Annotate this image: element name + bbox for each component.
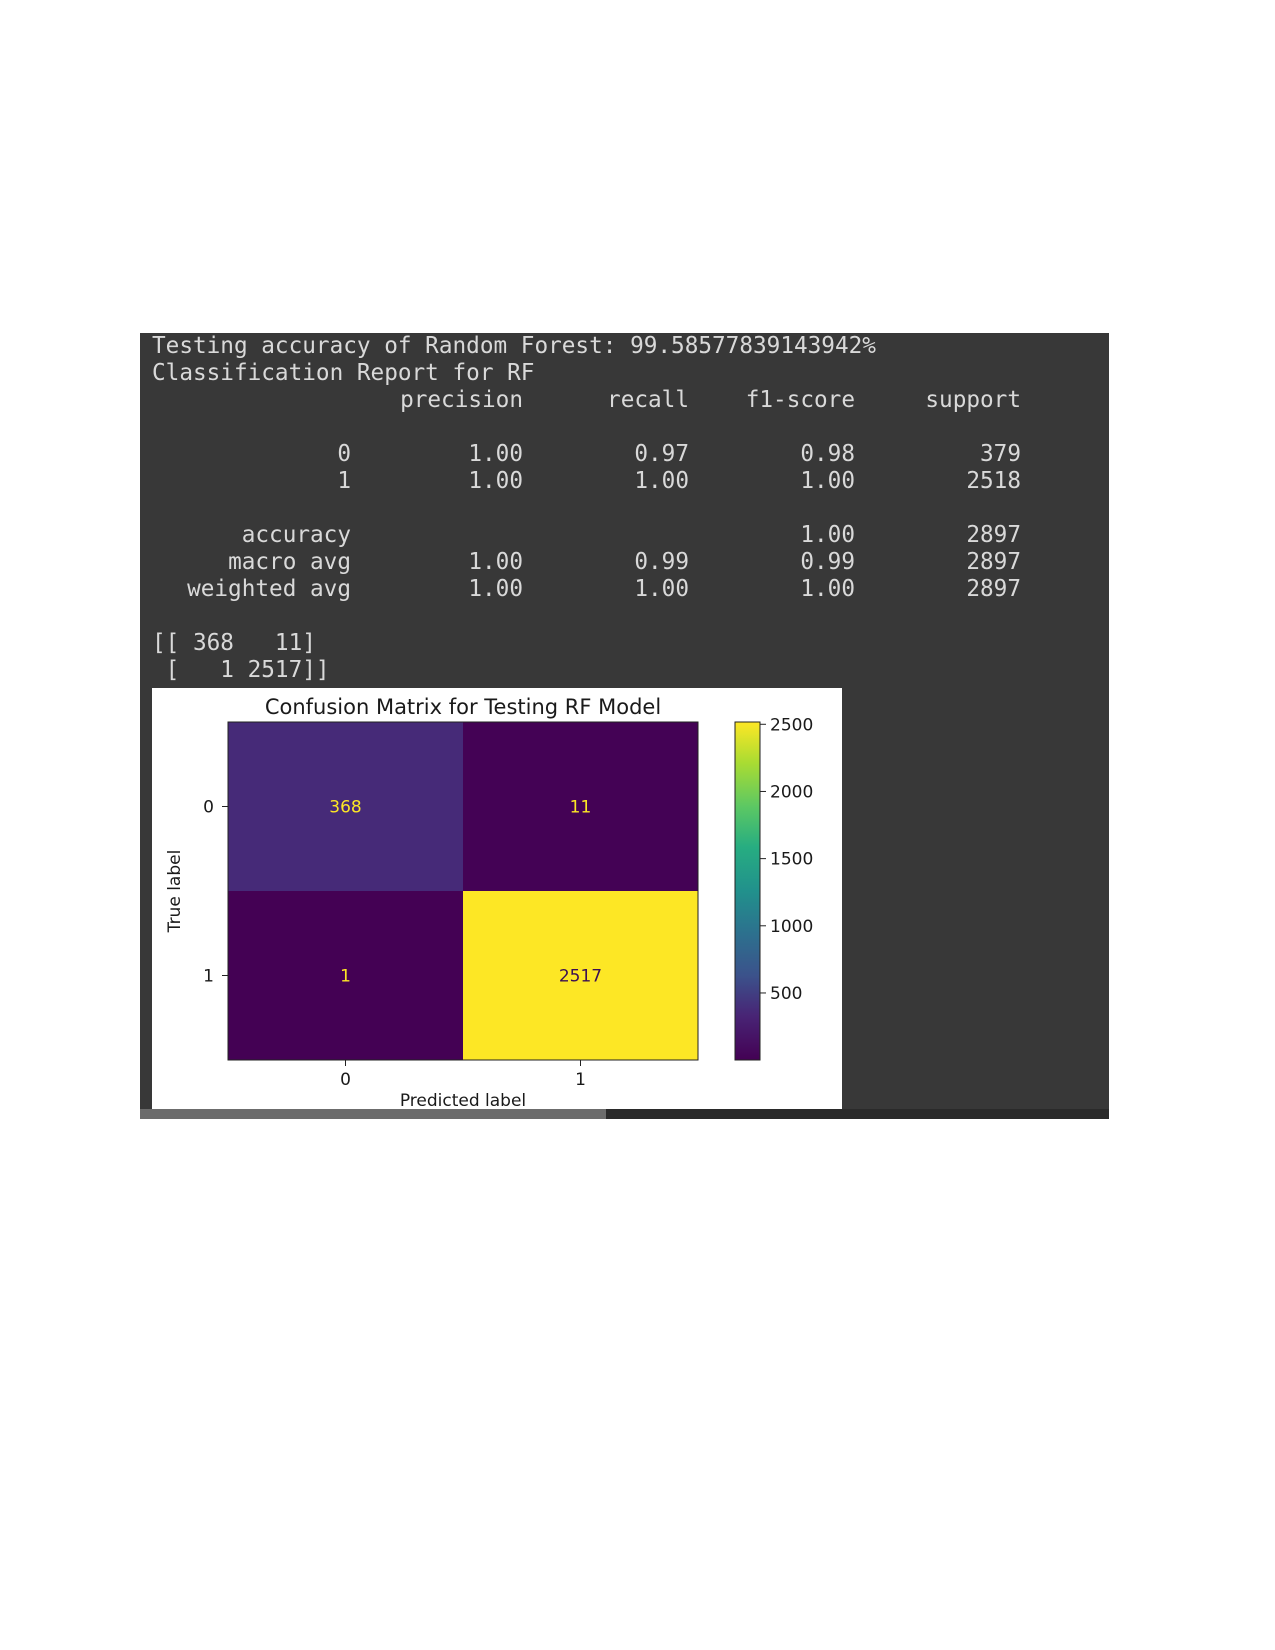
report-summary-label: macro avg bbox=[228, 549, 351, 575]
report-header-support: support bbox=[925, 387, 1021, 413]
notebook-output-panel: Testing accuracy of Random Forest: 99.58… bbox=[140, 333, 1109, 1119]
report-header-recall: recall bbox=[607, 387, 689, 413]
report-cell: 379 bbox=[980, 441, 1021, 467]
report-cell: 2897 bbox=[966, 549, 1021, 575]
x-tick-label: 0 bbox=[340, 1070, 351, 1090]
report-cell: 1.00 bbox=[800, 576, 855, 602]
matrix-cell bbox=[463, 891, 698, 1060]
confusion-matrix-chart: Confusion Matrix for Testing RF Model 368… bbox=[165, 695, 813, 1111]
report-cell: 0.99 bbox=[800, 549, 855, 575]
y-tick-label: 1 bbox=[203, 967, 214, 987]
report-row-label: 0 bbox=[337, 441, 351, 467]
colorbar-tick-label: 2500 bbox=[770, 715, 813, 735]
report-cell: 2518 bbox=[966, 468, 1021, 494]
chart-title: Confusion Matrix for Testing RF Model bbox=[265, 695, 661, 719]
report-cell: 1.00 bbox=[634, 468, 689, 494]
report-summary-label: weighted avg bbox=[187, 576, 351, 602]
report-cell: 0.98 bbox=[800, 441, 855, 467]
matrix-line: [ 1 2517]] bbox=[152, 657, 330, 683]
matrix-cell bbox=[228, 722, 463, 891]
colorbar-tick-label: 1000 bbox=[770, 917, 813, 937]
x-axis-label: Predicted label bbox=[400, 1091, 526, 1111]
colorbar-tick-label: 1500 bbox=[770, 850, 813, 870]
report-cell: 2897 bbox=[966, 576, 1021, 602]
x-tick-label: 1 bbox=[575, 1070, 586, 1090]
y-tick-label: 0 bbox=[203, 798, 214, 818]
colorbar bbox=[734, 721, 761, 1061]
matrix-cell bbox=[228, 891, 463, 1060]
cell-annotation: 2517 bbox=[559, 967, 602, 987]
cell-annotation: 368 bbox=[329, 798, 361, 818]
y-axis-label: True label bbox=[165, 850, 185, 934]
report-header-precision: precision bbox=[400, 387, 523, 413]
report-cell: 1.00 bbox=[800, 522, 855, 548]
report-title: Classification Report for RF bbox=[152, 360, 535, 386]
report-cell: 0.97 bbox=[634, 441, 689, 467]
matrix-line: [[ 368 11] bbox=[152, 630, 316, 656]
matrix-cell bbox=[463, 722, 698, 891]
report-cell: 1.00 bbox=[800, 468, 855, 494]
confusion-matrix-figure: Confusion Matrix for Testing RF Model 368… bbox=[152, 688, 842, 1112]
report-summary-label: accuracy bbox=[241, 522, 351, 548]
accuracy-line: Testing accuracy of Random Forest: 99.58… bbox=[152, 333, 876, 359]
report-cell: 1.00 bbox=[468, 549, 523, 575]
report-row-label: 1 bbox=[337, 468, 351, 494]
report-cell: 2897 bbox=[966, 522, 1021, 548]
cell-annotation: 11 bbox=[570, 798, 592, 818]
report-cell: 0.99 bbox=[634, 549, 689, 575]
scrollbar-thumb[interactable] bbox=[140, 1109, 606, 1119]
report-cell: 1.00 bbox=[468, 441, 523, 467]
report-cell: 1.00 bbox=[634, 576, 689, 602]
report-cell: 1.00 bbox=[468, 468, 523, 494]
horizontal-scrollbar[interactable] bbox=[140, 1109, 1109, 1119]
matrix-frame bbox=[227, 721, 699, 1061]
report-header-f1-score: f1-score bbox=[745, 387, 855, 413]
colorbar-tick-label: 500 bbox=[770, 984, 802, 1004]
cell-annotation: 1 bbox=[340, 967, 351, 987]
report-cell: 1.00 bbox=[468, 576, 523, 602]
colorbar-tick-label: 2000 bbox=[770, 782, 813, 802]
